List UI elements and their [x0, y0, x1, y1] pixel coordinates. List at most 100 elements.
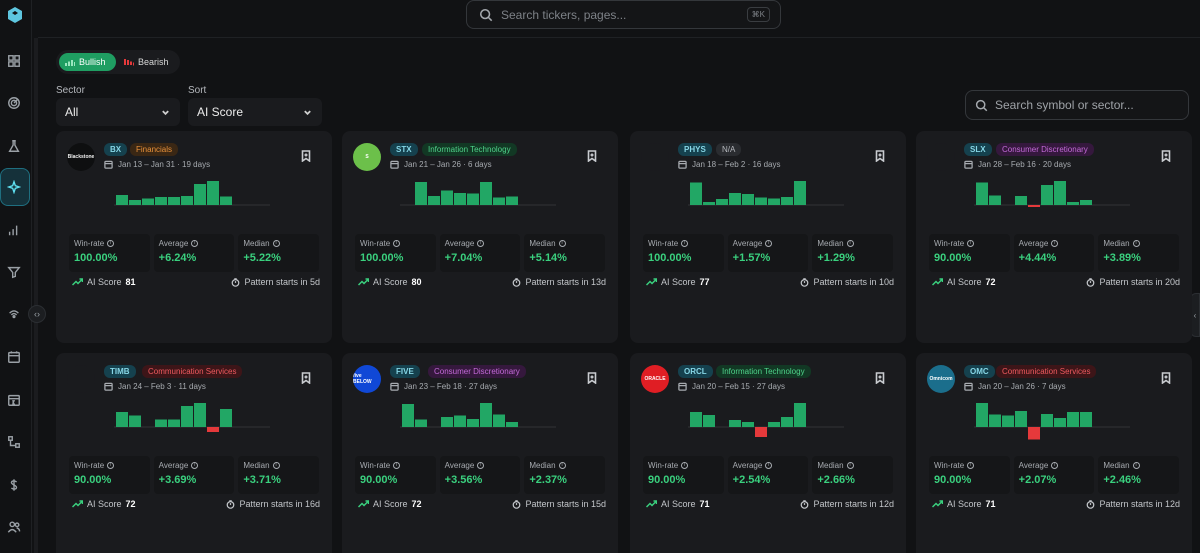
ticker-badge[interactable]: STX: [390, 143, 418, 156]
bullish-tab[interactable]: Bullish: [59, 53, 116, 71]
pattern-start-text: Pattern starts in 13d: [525, 277, 606, 287]
pattern-card[interactable]: Blackstone BX Financials Jan 13 – Jan 31 · …: [56, 131, 332, 343]
win-rate-label-wrap: Win-rate i: [360, 461, 401, 470]
bookmark-icon[interactable]: [1160, 149, 1172, 163]
info-icon[interactable]: i: [272, 462, 280, 469]
sidebar-collapse-handle[interactable]: ‹›: [28, 305, 46, 323]
ticker-badge[interactable]: BX: [104, 143, 128, 156]
info-icon[interactable]: i: [967, 462, 975, 469]
info-icon[interactable]: i: [765, 462, 773, 469]
pattern-start: Pattern starts in 15d: [512, 499, 606, 509]
company-logo-text: five BELOW: [353, 373, 372, 385]
win-rate-stat: Win-rate i 90.00%: [643, 456, 724, 494]
pattern-card[interactable]: Omnicom OMC Communication Services Jan 20 –…: [916, 353, 1192, 553]
ai-score-value: 72: [985, 277, 996, 287]
date-range-text: Jan 20 – Feb 15 · 27 days: [692, 382, 785, 391]
bookmark-icon[interactable]: [300, 149, 312, 163]
average-value: +6.24%: [158, 252, 197, 264]
seasonality-bar-chart: [688, 169, 844, 225]
stats-row: Win-rate i 90.00% Average i +3.56% Median i +2.3…: [355, 456, 606, 494]
symbol-search-input[interactable]: Search symbol or sector...: [965, 90, 1189, 120]
info-icon[interactable]: i: [477, 462, 485, 469]
bookmark-icon[interactable]: [300, 371, 312, 385]
radar-icon[interactable]: [5, 94, 23, 112]
bookmark-icon[interactable]: [586, 149, 598, 163]
info-icon[interactable]: i: [967, 240, 975, 247]
users-icon[interactable]: [5, 518, 23, 536]
bar-mark: [989, 195, 1001, 205]
info-icon[interactable]: i: [846, 462, 854, 469]
ai-score-label: AI Score: [661, 499, 696, 509]
info-icon[interactable]: i: [191, 462, 199, 469]
pattern-card[interactable]: TIMB Communication Services Jan 24 – Feb 3…: [56, 353, 332, 553]
bar-mark: [493, 414, 505, 427]
ticker-badge[interactable]: TIMB: [104, 365, 136, 378]
top-bar: Search tickers, pages... ⌘K: [38, 0, 1200, 38]
dashboard-icon[interactable]: [5, 52, 23, 70]
ticker-badge[interactable]: ORCL: [678, 365, 713, 378]
info-icon[interactable]: i: [681, 240, 689, 247]
average-stat: Average i +7.04%: [439, 234, 521, 272]
ticker-badge[interactable]: FIVE: [390, 365, 420, 378]
pattern-card[interactable]: ORACLE ORCL Information Technology Jan 20 –…: [630, 353, 906, 553]
dollar-icon[interactable]: [5, 476, 23, 494]
bar-mark: [1041, 414, 1053, 427]
bookmark-icon[interactable]: [874, 149, 886, 163]
pattern-card[interactable]: S STX Information Technology Jan 21 – Jan 2…: [342, 131, 618, 343]
info-icon[interactable]: i: [107, 240, 115, 247]
info-icon[interactable]: i: [1132, 240, 1140, 247]
calendar-31-icon[interactable]: [5, 391, 23, 409]
win-rate-stat: Win-rate i 100.00%: [355, 234, 436, 272]
average-label-wrap: Average i: [733, 461, 773, 470]
global-search-input[interactable]: Search tickers, pages... ⌘K: [466, 0, 781, 29]
date-range-text: Jan 23 – Feb 18 · 27 days: [404, 382, 497, 391]
seasonality-bar-chart: [974, 391, 1130, 447]
win-rate-label-wrap: Win-rate i: [934, 461, 975, 470]
sector-select[interactable]: All: [56, 98, 180, 126]
bookmark-icon[interactable]: [586, 371, 598, 385]
info-icon[interactable]: i: [681, 462, 689, 469]
info-icon[interactable]: i: [846, 240, 854, 247]
pattern-card[interactable]: SLX Consumer Discretionary Jan 28 – Feb 16…: [916, 131, 1192, 343]
info-icon[interactable]: i: [765, 240, 773, 247]
app-logo[interactable]: [6, 6, 24, 24]
info-icon[interactable]: i: [1132, 462, 1140, 469]
ticker-badge[interactable]: PHYS: [678, 143, 712, 156]
info-icon[interactable]: i: [1051, 462, 1059, 469]
flask-icon[interactable]: [5, 137, 23, 155]
info-icon[interactable]: i: [558, 462, 566, 469]
ai-score-label: AI Score: [87, 277, 122, 287]
info-icon[interactable]: i: [393, 240, 401, 247]
average-stat: Average i +3.56%: [439, 456, 521, 494]
calendar-icon[interactable]: [5, 348, 23, 366]
bookmark-icon[interactable]: [1160, 371, 1172, 385]
bar-chart-icon[interactable]: [5, 221, 23, 239]
info-icon[interactable]: i: [477, 240, 485, 247]
info-icon[interactable]: i: [272, 240, 280, 247]
info-icon[interactable]: i: [393, 462, 401, 469]
ticker-badge[interactable]: OMC: [964, 365, 995, 378]
bookmark-icon[interactable]: [874, 371, 886, 385]
win-rate-label-wrap: Win-rate i: [648, 239, 689, 248]
sidebar-scrollbar[interactable]: [34, 38, 38, 553]
sort-select[interactable]: AI Score: [188, 98, 322, 126]
average-label: Average: [732, 239, 763, 248]
info-icon[interactable]: i: [191, 240, 199, 247]
bar-mark: [129, 415, 141, 427]
info-icon[interactable]: i: [107, 462, 115, 469]
pattern-card[interactable]: PHYS N/A Jan 18 – Feb 2 · 16 days Win-rate i…: [630, 131, 906, 343]
bar-mark: [976, 182, 988, 205]
bar-mark: [194, 403, 206, 427]
bearish-tab[interactable]: Bearish: [118, 53, 175, 71]
ticker-badge[interactable]: SLX: [964, 143, 992, 156]
filter-icon[interactable]: [5, 263, 23, 281]
median-stat: Median i +2.66%: [812, 456, 894, 494]
bar-mark: [768, 422, 780, 427]
info-icon[interactable]: i: [558, 240, 566, 247]
median-label: Median: [529, 461, 556, 470]
workflow-icon[interactable]: [5, 433, 23, 451]
sparkle-icon[interactable]: [5, 178, 23, 196]
signal-icon[interactable]: [5, 305, 23, 323]
pattern-card[interactable]: five BELOW FIVE Consumer Discretionary Jan …: [342, 353, 618, 553]
info-icon[interactable]: i: [1051, 240, 1059, 247]
